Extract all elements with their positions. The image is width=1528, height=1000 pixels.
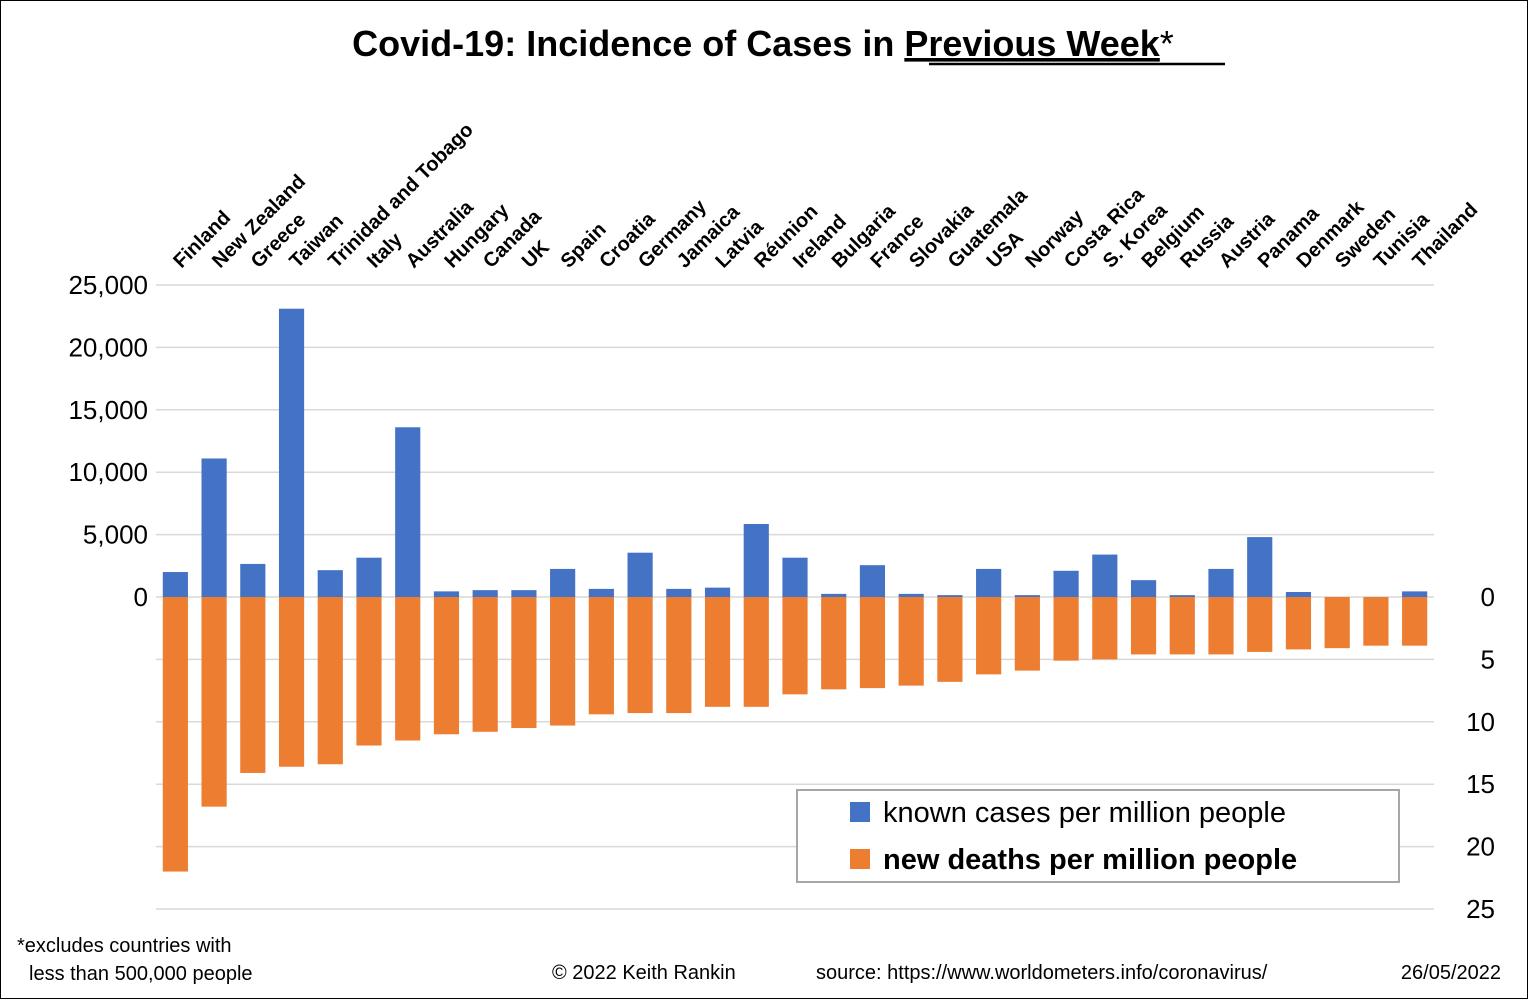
chart-title: Covid-19: Incidence of Cases in Previous… xyxy=(352,23,1174,64)
cases-bar xyxy=(201,458,227,597)
cases-bar xyxy=(1014,595,1040,597)
left-axis-ticks: 0 5,000 10,000 15,000 20,000 25,000 xyxy=(68,270,148,612)
cases-bar xyxy=(666,588,692,597)
cases-bar xyxy=(976,568,1002,597)
deaths-bar xyxy=(395,597,421,741)
legend-label-cases: known cases per million people xyxy=(883,797,1286,829)
deaths-bar xyxy=(433,597,460,735)
footnote-line-2: less than 500,000 people xyxy=(29,963,253,985)
left-axis-tick-label: 20,000 xyxy=(68,332,148,362)
legend-swatch-cases xyxy=(850,802,870,822)
deaths-bar xyxy=(1092,597,1118,660)
cases-bar xyxy=(1092,554,1118,597)
deaths-bar xyxy=(472,597,498,732)
right-axis-ticks: 0 5 10 15 20 25 xyxy=(1466,582,1495,924)
cases-bar xyxy=(433,591,460,597)
cases-bar xyxy=(704,587,731,597)
right-axis-tick-label: 5 xyxy=(1481,644,1495,674)
cases-bar xyxy=(859,565,886,597)
footnote-line-1: *excludes countries with xyxy=(17,935,232,957)
cases-bar xyxy=(1402,591,1428,597)
left-axis-tick-label: 15,000 xyxy=(68,395,148,425)
left-axis-tick-label: 5,000 xyxy=(83,520,148,550)
deaths-bar xyxy=(821,597,847,690)
cases-bar xyxy=(278,308,305,597)
deaths-bar xyxy=(859,597,886,689)
deaths-bar xyxy=(1247,597,1273,652)
cases-series xyxy=(162,308,1428,597)
cases-bar xyxy=(395,427,421,597)
deaths-bar xyxy=(704,597,731,707)
deaths-bar xyxy=(743,597,769,707)
right-axis-tick-label: 10 xyxy=(1466,707,1495,737)
cases-bar xyxy=(356,557,382,597)
deaths-bar xyxy=(937,597,963,682)
deaths-bar xyxy=(511,597,537,729)
left-axis-tick-label: 10,000 xyxy=(68,457,148,487)
deaths-bar xyxy=(1402,597,1428,646)
deaths-bar xyxy=(1130,597,1157,655)
cases-bar xyxy=(1053,570,1079,597)
title-emphasis: Previous Week xyxy=(904,23,1160,64)
cases-bar xyxy=(937,595,963,597)
copyright-credit: © 2022 Keith Rankin xyxy=(552,962,736,984)
deaths-bar xyxy=(356,597,382,746)
deaths-bar xyxy=(162,597,188,872)
legend: known cases per million people new death… xyxy=(796,789,1400,883)
right-axis-tick-label: 15 xyxy=(1466,769,1495,799)
title-suffix: * xyxy=(1160,23,1174,64)
deaths-bar xyxy=(317,597,343,765)
legend-label-deaths: new deaths per million people xyxy=(883,844,1297,876)
right-axis-tick-label: 20 xyxy=(1466,832,1495,862)
deaths-bar xyxy=(1208,597,1234,655)
cases-bar xyxy=(550,568,576,597)
cases-bar xyxy=(511,590,537,597)
cases-bar xyxy=(240,563,266,597)
deaths-series xyxy=(162,597,1428,872)
deaths-bar xyxy=(1363,597,1389,646)
deaths-bar xyxy=(1014,597,1040,671)
deaths-bar xyxy=(1053,597,1079,661)
title-main: Covid-19: Incidence of Cases in xyxy=(352,23,904,64)
deaths-bar xyxy=(1324,597,1350,649)
chart-date: 26/05/2022 xyxy=(1401,962,1501,984)
right-axis-tick-label: 0 xyxy=(1481,582,1495,612)
deaths-bar xyxy=(278,597,305,767)
cases-bar xyxy=(782,557,808,597)
right-axis-tick-label: 25 xyxy=(1466,894,1495,924)
deaths-bar xyxy=(550,597,576,726)
cases-bar xyxy=(743,523,769,597)
deaths-bar xyxy=(976,597,1002,675)
cases-bar xyxy=(1247,537,1273,597)
cases-bar xyxy=(1285,592,1312,597)
deaths-bar xyxy=(201,597,227,807)
deaths-bar xyxy=(588,597,614,715)
deaths-bar xyxy=(898,597,924,686)
left-axis-tick-label: 0 xyxy=(134,582,148,612)
deaths-bar xyxy=(627,597,653,714)
cases-bar xyxy=(627,552,653,597)
deaths-bar xyxy=(1285,597,1312,650)
deaths-bar xyxy=(782,597,808,695)
cases-bar xyxy=(588,588,614,597)
deaths-bar xyxy=(1169,597,1195,655)
legend-swatch-deaths xyxy=(850,849,870,869)
source-credit: source: https://www.worldometers.info/co… xyxy=(816,962,1268,984)
cases-bar xyxy=(472,590,498,597)
cases-bar xyxy=(1130,580,1157,597)
cases-bar xyxy=(1208,568,1234,597)
deaths-bar xyxy=(240,597,266,773)
left-axis-tick-label: 25,000 xyxy=(68,270,148,300)
cases-bar xyxy=(162,572,188,597)
cases-bar xyxy=(317,570,343,597)
legend-box xyxy=(796,789,1400,883)
cases-bar xyxy=(898,593,924,597)
cases-bar xyxy=(1169,595,1195,597)
deaths-bar xyxy=(666,597,692,714)
cases-bar xyxy=(821,593,847,597)
